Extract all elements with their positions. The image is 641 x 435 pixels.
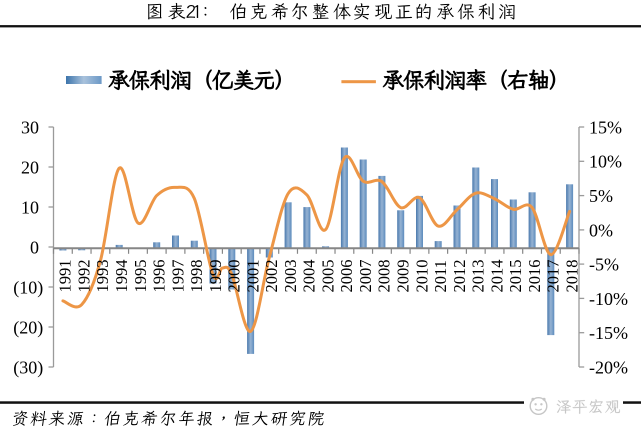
svg-text:2015: 2015 [506, 260, 525, 293]
svg-text:2005: 2005 [318, 260, 337, 293]
svg-text:5%: 5% [589, 186, 613, 206]
svg-text:1997: 1997 [168, 260, 187, 293]
svg-text:1991: 1991 [56, 260, 75, 293]
svg-text:1992: 1992 [75, 260, 94, 293]
svg-text:1996: 1996 [150, 260, 169, 293]
svg-text:2001: 2001 [243, 260, 262, 293]
svg-text:2008: 2008 [375, 260, 394, 293]
svg-text:10%: 10% [589, 152, 622, 172]
svg-text:2018: 2018 [562, 260, 581, 293]
svg-text:0%: 0% [589, 220, 613, 240]
svg-text:2010: 2010 [412, 260, 431, 293]
svg-text:1998: 1998 [187, 260, 206, 293]
svg-text:(30): (30) [13, 357, 43, 378]
svg-text:2012: 2012 [450, 260, 469, 293]
svg-text:1999: 1999 [206, 260, 225, 293]
svg-text:2007: 2007 [356, 260, 375, 293]
svg-text:2011: 2011 [431, 260, 450, 292]
svg-text:1994: 1994 [112, 260, 131, 293]
svg-text:2009: 2009 [394, 260, 413, 293]
svg-text:2013: 2013 [469, 260, 488, 293]
svg-text:2017: 2017 [544, 260, 563, 293]
svg-text:2002: 2002 [262, 260, 281, 293]
svg-text:(10): (10) [13, 277, 43, 298]
svg-text:2003: 2003 [281, 260, 300, 293]
svg-text:1993: 1993 [93, 260, 112, 293]
svg-text:2016: 2016 [525, 260, 544, 293]
svg-text:-5%: -5% [589, 255, 619, 275]
svg-text:30: 30 [21, 117, 39, 137]
svg-text:10: 10 [21, 197, 39, 217]
svg-text:-10%: -10% [589, 289, 628, 309]
svg-text:0: 0 [30, 237, 39, 257]
svg-text:(20): (20) [13, 317, 43, 338]
svg-text:2000: 2000 [225, 260, 244, 293]
svg-text:2006: 2006 [337, 260, 356, 293]
svg-text:20: 20 [21, 157, 39, 177]
svg-text:2004: 2004 [300, 260, 319, 293]
svg-text:-15%: -15% [589, 323, 628, 343]
svg-text:2014: 2014 [487, 260, 506, 293]
svg-text:1995: 1995 [131, 260, 150, 293]
svg-text:15%: 15% [589, 117, 622, 137]
svg-text:-20%: -20% [589, 357, 628, 377]
